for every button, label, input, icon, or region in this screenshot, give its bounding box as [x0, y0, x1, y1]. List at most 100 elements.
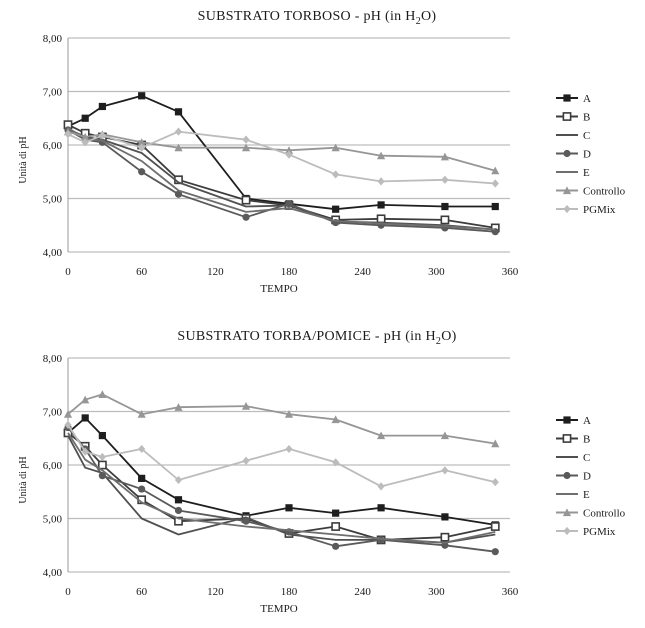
- legend-label: A: [583, 93, 591, 105]
- chart2-data-point: [98, 472, 106, 480]
- chart2-x-tick-label: 300: [428, 586, 445, 598]
- legend-marker: [563, 416, 571, 424]
- chart2-series-line: [67, 424, 496, 488]
- chart2-y-tick-label: 4,00: [43, 567, 63, 579]
- chart2-data-point: [332, 458, 340, 467]
- legend-item-e: E: [556, 489, 590, 501]
- chart1-data-point: [138, 92, 146, 100]
- chart1-data-point: [377, 177, 385, 186]
- chart1-data-point: [331, 143, 340, 152]
- legend-marker: [562, 112, 572, 121]
- legend-label: D: [583, 149, 591, 161]
- chart1-x-axis-label: TEMPO: [260, 283, 297, 295]
- chart2-data-point: [138, 444, 146, 454]
- chart1-series-b: [63, 120, 500, 233]
- chart1-data-point: [491, 179, 499, 188]
- chart2-data-point: [441, 513, 449, 521]
- chart1-series-controllo: [63, 127, 500, 175]
- legend-marker: [562, 508, 572, 517]
- chart1-y-tick-label: 6,00: [43, 140, 63, 152]
- chart1-y-tick-label: 8,00: [43, 33, 63, 45]
- chart1-x-tick-label: 120: [207, 266, 224, 278]
- legend-item-a: A: [556, 415, 591, 427]
- chart2-series-line: [67, 426, 496, 553]
- chart1-data-point: [440, 215, 450, 225]
- chart1-series-line: [67, 127, 496, 231]
- legend-item-a: A: [556, 93, 591, 105]
- legend-item-pgmix: PGMix: [556, 204, 616, 216]
- chart1-data-point: [440, 152, 450, 161]
- chart1-data-point: [441, 202, 449, 211]
- chart1-title-subscript: 2: [416, 16, 421, 27]
- chart1-x-tick-label: 240: [354, 266, 371, 278]
- chart2-data-point: [440, 532, 450, 542]
- chart1-series-c: [67, 128, 496, 231]
- legend-item-b: B: [556, 112, 590, 124]
- chart2-data-point: [376, 431, 386, 440]
- chart2-series-e: [67, 432, 496, 544]
- chart2-x-axis-label: TEMPO: [260, 603, 297, 615]
- chart1: SUBSTRATO TORBOSO - pH (in H2O) 4,00 5,00 6…: [18, 9, 626, 295]
- chart1-data-point: [242, 213, 250, 221]
- chart2-title-main: SUBSTRATO TORBA/POMICE - pH (in H: [177, 329, 435, 344]
- chart1-x-tick-label: 60: [136, 266, 148, 278]
- chart2-title-subscript: 2: [436, 336, 441, 347]
- legend-label: PGMix: [583, 204, 616, 216]
- chart1-y-tick-label: 7,00: [43, 87, 63, 99]
- chart2-data-point: [174, 403, 183, 411]
- chart2-data-point: [81, 447, 89, 456]
- chart1-y-tick-label: 4,00: [43, 247, 63, 259]
- legend-label: C: [583, 130, 590, 142]
- chart1-data-point: [441, 175, 449, 184]
- chart1-series-line: [67, 128, 496, 231]
- chart1-data-point: [81, 114, 89, 122]
- chart2-data-point: [377, 504, 385, 512]
- chart2-data-point: [97, 460, 107, 470]
- chart1-series-line: [67, 130, 496, 185]
- chart2-x-tick-label: 120: [207, 586, 224, 598]
- chart1-data-point: [332, 205, 340, 213]
- chart2-y-tick-label: 5,00: [43, 514, 63, 526]
- chart2-series-line: [67, 432, 496, 544]
- chart2-data-point: [491, 548, 499, 556]
- chart2-y-tick-label: 7,00: [43, 407, 63, 419]
- chart2-data-point: [242, 517, 250, 525]
- chart2-data-point: [98, 452, 106, 462]
- chart2-data-point: [241, 402, 251, 410]
- chart2: SUBSTRATO TORBA/POMICE - pH (in H2O) 4,00…: [18, 329, 626, 615]
- legend-label: PGMix: [583, 526, 616, 538]
- chart1-data-point: [138, 143, 146, 152]
- chart1-data-point: [284, 146, 294, 154]
- chart2-data-point: [284, 410, 294, 418]
- chart1-data-point: [174, 143, 183, 152]
- chart1-data-point: [174, 108, 183, 116]
- chart2-data-point: [377, 536, 385, 544]
- chart2-data-point: [491, 478, 499, 487]
- legend-label: B: [583, 112, 590, 124]
- chart2-data-point: [242, 456, 250, 465]
- chart1-data-point: [174, 127, 183, 136]
- legend-label: Controllo: [583, 186, 626, 198]
- chart1-data-point: [64, 130, 72, 139]
- legend-label: E: [583, 167, 590, 179]
- chart1-data-point: [81, 138, 89, 147]
- legend-item-d: D: [556, 471, 591, 483]
- legend-label: A: [583, 415, 591, 427]
- chart2-series-b: [63, 428, 500, 545]
- chart1-data-point: [377, 201, 385, 209]
- chart2-data-point: [81, 395, 90, 404]
- chart1-title-main: SUBSTRATO TORBOSO - pH (in H: [198, 9, 416, 24]
- legend-item-pgmix: PGMix: [556, 526, 616, 538]
- chart2-x-tick-label: 360: [502, 586, 519, 598]
- chart2-x-tick-label: 240: [354, 586, 371, 598]
- chart1-data-point: [376, 151, 386, 160]
- chart2-data-point: [441, 541, 449, 549]
- legend-item-c: C: [556, 452, 590, 464]
- chart2-series-line: [67, 393, 496, 445]
- chart2-data-point: [63, 410, 73, 418]
- chart2-data-point: [138, 474, 146, 482]
- chart2-data-point: [441, 466, 449, 475]
